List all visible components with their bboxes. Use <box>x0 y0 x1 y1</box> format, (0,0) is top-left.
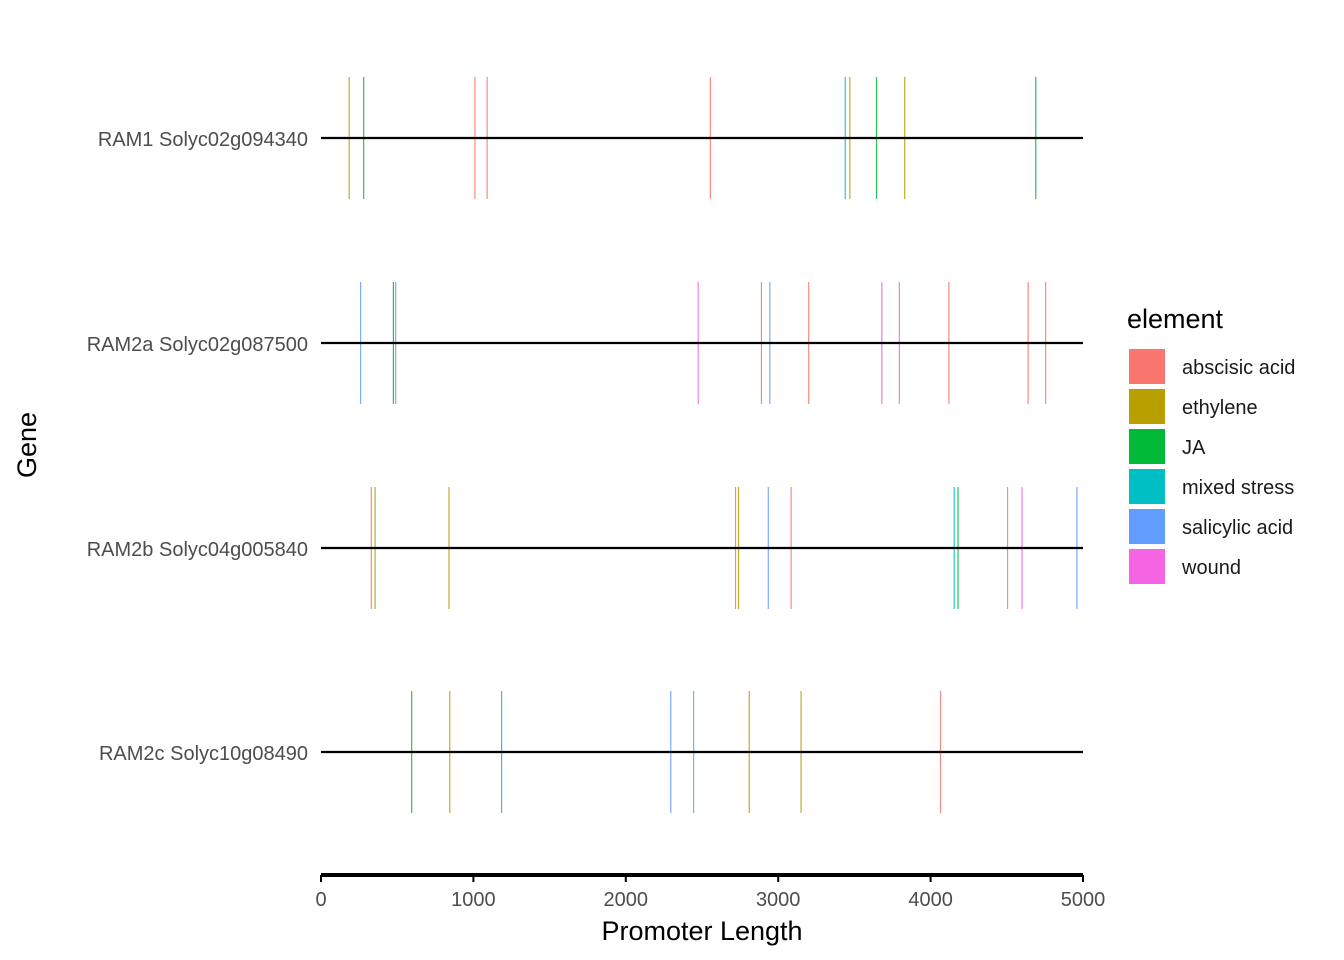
x-tick-label: 4000 <box>908 889 953 911</box>
legend-swatch <box>1129 509 1165 544</box>
legend-label: ethylene <box>1182 397 1258 419</box>
legend-swatch <box>1129 429 1165 464</box>
x-tick-label: 2000 <box>604 889 649 911</box>
gene-label: RAM1 Solyc02g094340 <box>98 129 308 151</box>
gene-row: RAM2c Solyc10g08490 <box>99 691 1083 813</box>
legend-item: salicylic acid <box>1129 509 1293 544</box>
legend-label: wound <box>1181 557 1241 579</box>
x-axis: 0 1000 2000 3000 4000 5000 <box>315 873 1106 911</box>
y-axis-title: Gene <box>12 412 42 478</box>
legend-label: mixed stress <box>1182 477 1294 499</box>
legend-title: element <box>1127 304 1224 334</box>
legend: element abscisic acid ethylene JA mixed str… <box>1127 304 1295 584</box>
plot-area: RAM1 Solyc02g094340 RAM2a Solyc02g087500 R… <box>87 77 1083 813</box>
legend-swatch <box>1129 469 1165 504</box>
x-tick-label: 0 <box>315 889 326 911</box>
gene-label: RAM2c Solyc10g08490 <box>99 743 308 765</box>
gene-row: RAM2b Solyc04g005840 <box>87 487 1083 609</box>
x-tick-label: 5000 <box>1061 889 1106 911</box>
legend-swatch <box>1129 549 1165 584</box>
gene-label: RAM2a Solyc02g087500 <box>87 334 308 356</box>
legend-label: abscisic acid <box>1182 357 1295 379</box>
x-tick-label: 1000 <box>451 889 496 911</box>
legend-swatch <box>1129 389 1165 424</box>
legend-item: ethylene <box>1129 389 1258 424</box>
legend-item: mixed stress <box>1129 469 1294 504</box>
legend-item: abscisic acid <box>1129 349 1295 384</box>
legend-item: wound <box>1129 549 1241 584</box>
x-tick-label: 3000 <box>756 889 801 911</box>
legend-swatch <box>1129 349 1165 384</box>
gene-label: RAM2b Solyc04g005840 <box>87 539 308 561</box>
gene-row: RAM2a Solyc02g087500 <box>87 282 1083 404</box>
legend-item: JA <box>1129 429 1206 464</box>
gene-row: RAM1 Solyc02g094340 <box>98 77 1083 199</box>
x-axis-title: Promoter Length <box>601 916 802 946</box>
legend-label: salicylic acid <box>1182 517 1293 539</box>
legend-label: JA <box>1182 437 1206 459</box>
